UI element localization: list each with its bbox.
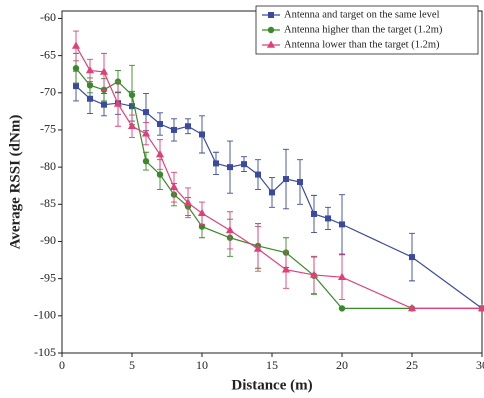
marker (407, 303, 417, 312)
marker (99, 67, 109, 75)
marker (85, 65, 95, 74)
marker (255, 171, 261, 178)
marker (297, 179, 303, 185)
legend-label: Antenna higher than the target (1.2m) (284, 24, 443, 35)
marker (409, 254, 415, 261)
marker (325, 215, 331, 222)
marker (72, 65, 80, 72)
x-tick-label: 15 (266, 358, 278, 372)
legend-marker (267, 26, 275, 34)
marker (143, 109, 149, 116)
marker (156, 171, 164, 178)
marker (87, 95, 93, 102)
x-axis-title: Distance (m) (231, 377, 312, 393)
x-tick-label: 0 (59, 358, 65, 372)
y-tick-label: -100 (34, 308, 56, 322)
marker (71, 41, 81, 49)
marker (281, 265, 291, 273)
marker (339, 221, 345, 228)
marker (101, 101, 107, 108)
marker (225, 225, 235, 234)
marker (155, 149, 165, 158)
legend-marker (268, 12, 274, 18)
series-line (75, 45, 482, 309)
marker (253, 244, 263, 252)
y-tick-label: -60 (40, 10, 56, 24)
series-line (75, 67, 482, 309)
marker (283, 176, 289, 183)
y-tick-label: -95 (40, 270, 56, 284)
y-tick-label: -80 (40, 159, 56, 173)
marker (128, 91, 136, 99)
x-tick-label: 25 (406, 358, 418, 372)
x-tick-label: 30 (476, 358, 484, 372)
marker (213, 160, 219, 167)
y-tick-label: -70 (40, 85, 56, 99)
marker (227, 164, 233, 171)
legend-marker (266, 40, 276, 48)
marker (199, 131, 205, 138)
marker (269, 189, 275, 196)
marker (169, 182, 179, 191)
series-line (75, 85, 483, 309)
legend-label: Antenna and target on the same level (284, 9, 440, 20)
y-tick-label: -90 (40, 233, 56, 247)
legend-box (255, 5, 479, 55)
marker (142, 157, 150, 165)
marker (241, 161, 247, 168)
marker (171, 126, 177, 133)
marker (311, 210, 317, 217)
marker (183, 198, 193, 206)
marker (185, 123, 191, 130)
marker (73, 83, 79, 90)
x-tick-label: 5 (129, 358, 135, 372)
y-tick-label: -65 (40, 47, 56, 61)
legend-label: Antenna lower than the target (1.2m) (284, 39, 440, 50)
marker (338, 305, 346, 312)
marker (157, 121, 163, 128)
marker (197, 208, 207, 217)
marker (127, 121, 137, 130)
y-tick-label: -105 (34, 345, 56, 359)
marker (86, 82, 94, 89)
marker (113, 99, 123, 107)
x-tick-label: 20 (336, 358, 348, 372)
y-axis-title: Average RSSI (dNm) (7, 115, 23, 250)
x-tick-label: 10 (196, 358, 208, 372)
marker (337, 272, 347, 280)
y-tick-label: -75 (40, 122, 56, 136)
marker (309, 270, 319, 278)
marker (141, 129, 151, 137)
y-tick-label: -85 (40, 196, 56, 210)
